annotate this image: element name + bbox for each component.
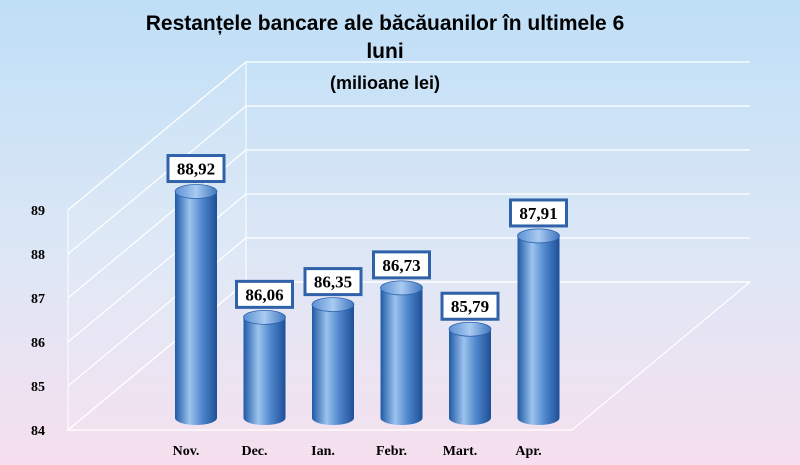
y-axis-ticks: 84 85 86 87 88 89 <box>31 204 45 439</box>
y-tick-label: 85 <box>31 380 45 395</box>
bar-top <box>243 309 286 325</box>
data-label: 86,73 <box>382 256 420 275</box>
data-label: 86,06 <box>245 285 283 304</box>
data-label-box <box>509 198 568 228</box>
gridline <box>67 193 750 343</box>
data-label-box <box>303 267 363 297</box>
bar-top <box>448 321 492 337</box>
x-tick-label: Febr. <box>376 444 407 459</box>
y-tick-label: 86 <box>31 336 45 351</box>
x-tick-label: Nov. <box>173 444 200 459</box>
bar-body <box>449 329 491 425</box>
data-labels: 88,92 86,06 86,35 86,73 85,79 87,91 <box>166 154 568 321</box>
gridline <box>67 61 750 211</box>
bar <box>243 309 286 425</box>
bar-top <box>174 184 218 199</box>
bar-top <box>517 228 560 244</box>
bar-body <box>243 317 286 425</box>
gridline <box>67 149 750 299</box>
bar <box>174 184 218 425</box>
bar-body <box>517 235 560 425</box>
data-label-box <box>166 154 226 184</box>
chart-title: Restanțele bancare ale băcăuanilor în ul… <box>146 12 625 35</box>
bar <box>448 321 492 425</box>
bar-body <box>380 287 423 425</box>
data-label: 86,35 <box>314 273 352 292</box>
y-tick-label: 84 <box>31 424 45 439</box>
bar <box>311 297 355 425</box>
bar <box>517 228 560 425</box>
data-label-box <box>235 279 294 309</box>
x-tick-label: Mart. <box>443 444 478 459</box>
data-label: 88,92 <box>177 160 215 179</box>
chart-subtitle: (milioane lei) <box>330 73 440 93</box>
bar-body <box>175 191 217 425</box>
x-tick-label: Ian. <box>311 444 335 459</box>
gridline <box>67 237 750 387</box>
data-label-box <box>372 250 431 280</box>
x-tick-label: Dec. <box>241 444 267 459</box>
y-tick-label: 87 <box>31 292 45 307</box>
bar <box>380 280 423 425</box>
bars <box>174 184 560 425</box>
gridline <box>67 105 750 255</box>
y-tick-label: 89 <box>31 204 45 219</box>
data-label: 85,79 <box>451 297 489 316</box>
data-label: 87,91 <box>519 204 557 223</box>
data-label-box <box>440 291 500 321</box>
x-axis-ticks: Nov. Dec. Ian. Febr. Mart. Apr. <box>173 444 542 459</box>
y-tick-label: 88 <box>31 248 45 263</box>
chart-title-line2: luni <box>366 40 403 63</box>
bar-top <box>380 280 423 296</box>
bar-top <box>311 297 355 313</box>
bar-body <box>312 304 354 425</box>
x-tick-label: Apr. <box>515 444 541 459</box>
